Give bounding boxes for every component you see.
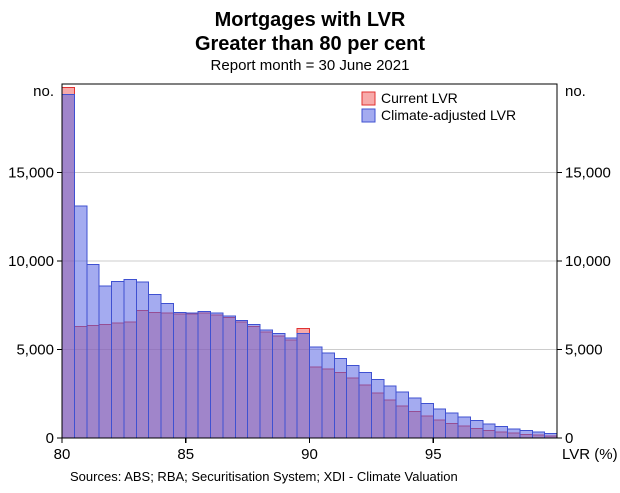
histogram-bar — [482, 423, 496, 439]
sources-footnote: Sources: ABS; RBA; Securitisation System… — [70, 469, 458, 484]
histogram-bar — [358, 372, 372, 439]
y-tick-label-left: 0 — [46, 430, 54, 447]
histogram-bar — [172, 311, 187, 439]
histogram-bar — [544, 432, 558, 439]
histogram-bar — [346, 364, 360, 439]
histogram-bar — [234, 319, 249, 439]
histogram-bar — [86, 264, 100, 439]
legend: Current LVR Climate-adjusted LVR — [361, 90, 516, 123]
histogram-bar — [519, 430, 533, 439]
y-tick-label-left: 5,000 — [16, 342, 54, 359]
axis-ticks-and-labels: 80 85 90 95 0 0 5,000 5,000 10,000 10,000 15,000 15… — [8, 165, 611, 464]
histogram-bar — [271, 333, 286, 439]
x-axis-title: LVR (%) — [562, 446, 618, 463]
y-axis-unit-right: no. — [565, 83, 586, 100]
x-tick-label: 85 — [177, 446, 194, 463]
legend-label-climate-adjusted-lvr: Climate-adjusted LVR — [381, 107, 516, 123]
histogram-bar — [185, 312, 199, 439]
histogram-bar — [457, 416, 471, 439]
histogram-bar — [148, 294, 162, 439]
histogram-bar — [210, 312, 224, 439]
histogram-bar — [395, 391, 410, 439]
histogram-bar — [432, 408, 447, 439]
histogram-bars — [61, 87, 558, 439]
histogram-bar — [420, 402, 434, 439]
histogram-bar — [247, 324, 261, 439]
histogram-bar — [383, 385, 397, 439]
histogram-bar — [445, 412, 459, 439]
histogram-bar — [321, 352, 335, 439]
legend-label-current-lvr: Current LVR — [381, 90, 458, 106]
histogram-bar — [111, 280, 125, 439]
histogram-bar — [469, 420, 484, 439]
histogram-bar — [531, 431, 546, 439]
histogram-bar — [259, 329, 273, 439]
y-tick-label-right: 15,000 — [565, 165, 611, 182]
histogram-bar — [73, 205, 88, 439]
histogram-bar — [197, 310, 212, 439]
histogram-bar — [507, 428, 521, 439]
histogram-bar — [61, 94, 75, 439]
histogram-bar — [309, 346, 323, 439]
histogram-bar — [370, 379, 385, 439]
x-tick-label: 90 — [301, 446, 318, 463]
series-climate-adjusted-lvr — [61, 94, 558, 439]
histogram-bar — [135, 281, 150, 439]
y-tick-label-left: 15,000 — [8, 165, 54, 182]
histogram-bar — [296, 333, 311, 439]
y-tick-label-right: 5,000 — [565, 342, 603, 359]
histogram-bar — [284, 337, 298, 439]
x-tick-label: 80 — [54, 446, 71, 463]
histogram-bar — [408, 397, 422, 439]
histogram-bar — [160, 302, 174, 439]
chart-title-line1: Mortgages with LVR — [215, 9, 406, 31]
histogram-bar — [98, 285, 113, 439]
legend-swatch-current-lvr — [361, 91, 376, 106]
y-tick-label-right: 0 — [565, 430, 573, 447]
histogram-bar — [494, 426, 509, 439]
histogram-bar — [333, 357, 348, 439]
y-tick-label-left: 10,000 — [8, 253, 54, 270]
y-tick-label-right: 10,000 — [565, 253, 611, 270]
chart-title-line2: Greater than 80 per cent — [195, 33, 425, 55]
histogram-bar — [222, 315, 236, 439]
y-axis-unit-left: no. — [33, 83, 54, 100]
x-tick-label: 95 — [425, 446, 442, 463]
legend-swatch-climate-adjusted-lvr — [361, 108, 376, 123]
chart-subtitle: Report month = 30 June 2021 — [211, 57, 410, 74]
histogram-bar — [123, 279, 137, 439]
